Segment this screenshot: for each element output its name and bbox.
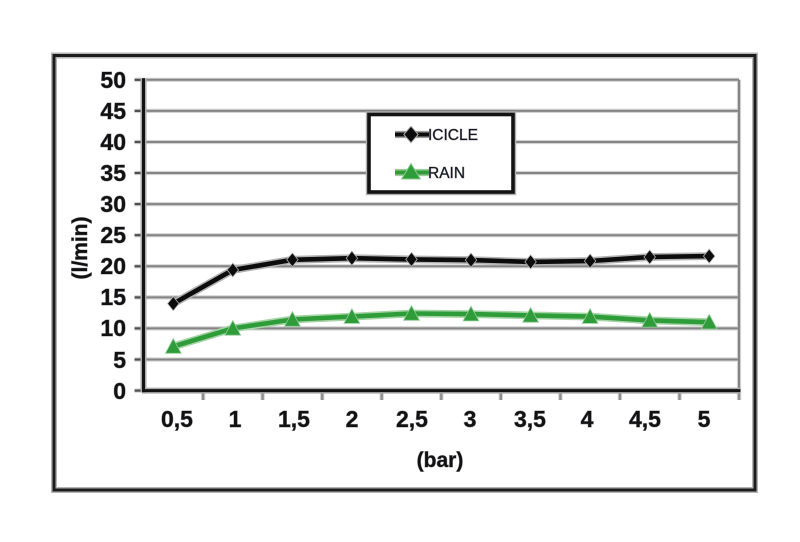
svg-text:1,5: 1,5 bbox=[278, 406, 310, 432]
svg-text:3: 3 bbox=[464, 406, 477, 432]
svg-text:25: 25 bbox=[100, 222, 126, 248]
svg-text:3,5: 3,5 bbox=[514, 406, 546, 432]
svg-text:0,5: 0,5 bbox=[161, 406, 193, 432]
svg-text:2,5: 2,5 bbox=[396, 406, 428, 432]
svg-text:5: 5 bbox=[113, 347, 126, 373]
svg-text:(bar): (bar) bbox=[417, 449, 464, 472]
svg-text:0: 0 bbox=[113, 378, 126, 404]
svg-text:RAIN: RAIN bbox=[428, 165, 465, 182]
svg-text:ICICLE: ICICLE bbox=[428, 127, 478, 144]
svg-text:1: 1 bbox=[229, 406, 242, 432]
svg-text:45: 45 bbox=[100, 98, 126, 124]
svg-text:40: 40 bbox=[100, 129, 126, 155]
svg-text:30: 30 bbox=[100, 191, 126, 217]
svg-text:15: 15 bbox=[100, 284, 126, 310]
svg-text:20: 20 bbox=[100, 253, 126, 279]
svg-text:50: 50 bbox=[100, 67, 126, 93]
svg-text:10: 10 bbox=[100, 315, 126, 341]
svg-text:2: 2 bbox=[346, 406, 359, 432]
svg-text:35: 35 bbox=[100, 160, 126, 186]
svg-text:(l/min): (l/min) bbox=[69, 217, 92, 280]
svg-text:5: 5 bbox=[698, 406, 711, 432]
svg-text:4,5: 4,5 bbox=[629, 406, 661, 432]
svg-text:4: 4 bbox=[581, 406, 594, 432]
